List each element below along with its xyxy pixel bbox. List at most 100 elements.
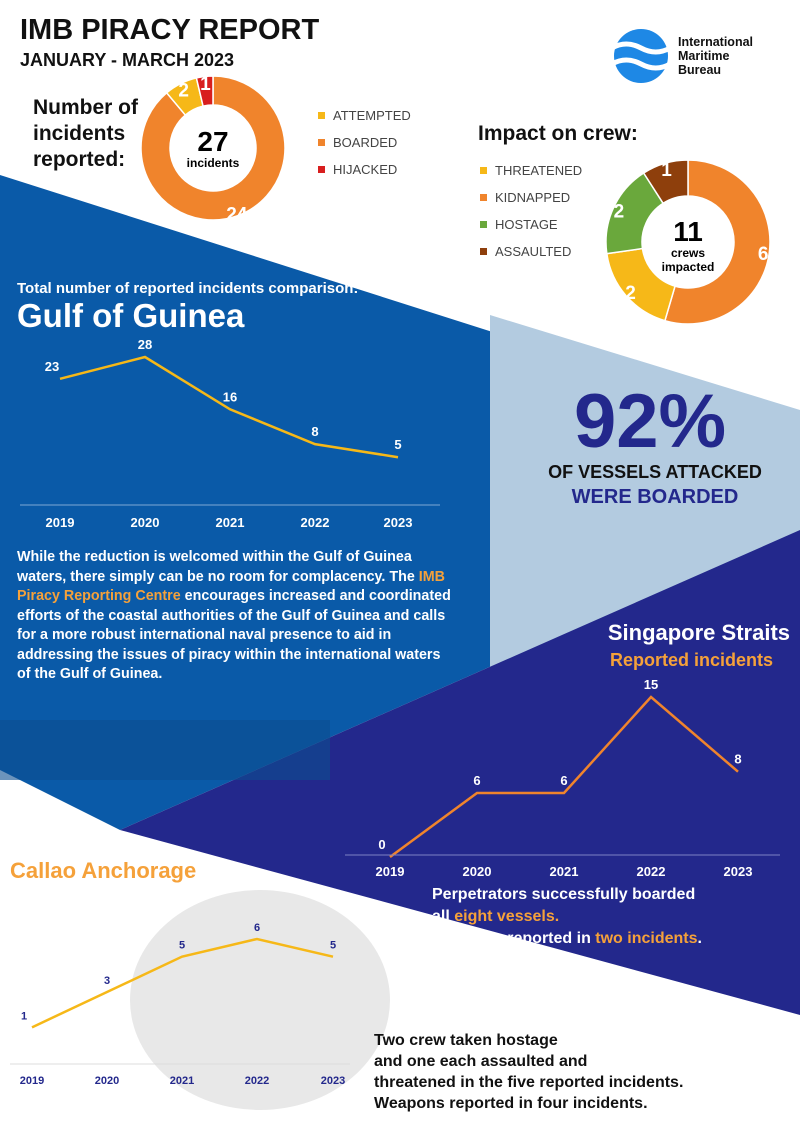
text: Weapons reported in four incidents. (374, 1095, 648, 1112)
text: Perpetrators successfully boarded (432, 886, 696, 903)
x-tick-label: 2023 (724, 864, 753, 879)
data-label: 0 (378, 837, 385, 852)
legend-item-hostage: HOSTAGE (480, 211, 582, 238)
legend-label: KIDNAPPED (495, 190, 571, 205)
total-label: impacted (661, 260, 715, 274)
slice-boarded (140, 75, 286, 221)
total-value: 11 (673, 216, 703, 247)
legend-label: ASSAULTED (495, 244, 572, 259)
x-tick-label: 2022 (245, 1075, 269, 1087)
slice-label: 2 (614, 201, 625, 222)
highlight-text: eight vessels. (454, 908, 560, 925)
singapore-series-line (389, 695, 739, 859)
gulf-intro: Total number of reported incidents compa… (17, 280, 359, 297)
x-tick-label: 2022 (301, 515, 330, 530)
data-label: 8 (311, 424, 318, 439)
hashtag-link[interactable]: #IMBpiracy (683, 1035, 790, 1057)
slice-hijacked (195, 75, 214, 108)
legend-item-hijacked: HIJACKED (318, 156, 411, 183)
report-title: IMB PIRACY REPORT (20, 14, 320, 46)
wave-logo-icon (610, 29, 672, 83)
legend-swatch (480, 194, 487, 201)
data-label: 6 (473, 773, 480, 788)
legend-label: ATTEMPTED (333, 108, 411, 123)
stat-value: 92% (573, 379, 727, 464)
x-tick-label: 2022 (637, 864, 666, 879)
singapore-subtitle: Reported incidents (609, 650, 773, 670)
legend-swatch (318, 112, 325, 119)
slice-label: 2 (178, 80, 189, 101)
data-label: 8 (734, 752, 741, 767)
data-label: 3 (104, 975, 110, 987)
gulf-series-line (59, 355, 399, 459)
total-label: incidents (186, 156, 240, 170)
label-line: reported: (33, 148, 126, 171)
legend-label: HIJACKED (333, 162, 398, 177)
crew-total: 11 crews impacted (650, 216, 726, 275)
legend-item-attempted: ATTEMPTED (318, 102, 411, 129)
legend-swatch (318, 166, 325, 173)
x-tick-label: 2020 (95, 1075, 119, 1087)
slice-kidnapped (663, 159, 771, 325)
x-tick-label: 2019 (46, 515, 75, 530)
twitter-handle-link[interactable]: @IMB_Piracy (662, 1007, 790, 1029)
slice-label: 1 (661, 160, 672, 181)
crew-title: Impact on crew: (478, 122, 638, 145)
x-tick-label: 2021 (170, 1075, 194, 1087)
label-line: incidents (33, 122, 126, 145)
report-period: JANUARY - MARCH 2023 (20, 50, 235, 70)
x-tick-label: 2020 (131, 515, 160, 530)
logo-line: Maritime (678, 49, 730, 63)
incidents-legend: ATTEMPTED BOARDED HIJACKED (318, 102, 411, 183)
logo-line: International (678, 35, 754, 49)
legend-item-boarded: BOARDED (318, 129, 411, 156)
legend-swatch (480, 221, 487, 228)
legend-swatch (480, 248, 487, 255)
legend-swatch (318, 139, 325, 146)
crew-legend: THREATENED KIDNAPPED HOSTAGE ASSAULTED (480, 157, 582, 265)
callao-description: Two crew taken hostage and one each assa… (374, 1030, 683, 1114)
imb-logo: International Maritime Bureau (610, 28, 753, 84)
callao-title: Callao Anchorage (10, 858, 197, 883)
data-label: 1 (21, 1010, 27, 1022)
x-tick-label: 2023 (384, 515, 413, 530)
text: all (432, 908, 455, 925)
gulf-description: While the reduction is welcomed within t… (17, 548, 457, 685)
slice-assaulted (642, 159, 689, 205)
text: . (697, 930, 702, 947)
x-tick-label: 2021 (550, 864, 579, 879)
legend-swatch (480, 167, 487, 174)
logo-line: Bureau (678, 63, 722, 77)
text: Two crew taken hostage (374, 1032, 558, 1049)
data-label: 6 (560, 773, 567, 788)
data-label: 16 (223, 389, 237, 404)
data-label: 6 (254, 922, 260, 934)
x-tick-label: 2023 (321, 1075, 345, 1087)
data-label: 15 (644, 677, 658, 692)
legend-label: BOARDED (333, 135, 398, 150)
slice-label: 1 (200, 74, 211, 95)
data-label: 23 (45, 359, 59, 374)
singapore-title: Singapore Straits (607, 620, 790, 645)
text: and one each assaulted and (374, 1053, 588, 1070)
stat-line1: OF VESSELS ATTACKED (548, 462, 762, 482)
legend-label: THREATENED (495, 163, 583, 178)
data-label: 5 (330, 940, 336, 952)
slice-label: 6 (758, 244, 769, 265)
text: encourages increased and coordinated eff… (17, 588, 451, 682)
singapore-description: Perpetrators successfully boarded all ei… (432, 884, 702, 950)
legend-label: HOSTAGE (495, 217, 558, 232)
total-label: crews (670, 246, 706, 260)
highlight-text: two incidents (595, 930, 698, 947)
data-label: 5 (179, 940, 185, 952)
incidents-total: 27 incidents (180, 126, 246, 171)
x-tick-label: 2020 (463, 864, 492, 879)
callao-series-line (31, 937, 334, 1029)
total-value: 27 (197, 126, 229, 157)
text: Weapons reported in (432, 930, 596, 947)
x-tick-label: 2021 (216, 515, 245, 530)
gulf-title: Gulf of Guinea (17, 297, 245, 334)
legend-item-threatened: THREATENED (480, 157, 582, 184)
